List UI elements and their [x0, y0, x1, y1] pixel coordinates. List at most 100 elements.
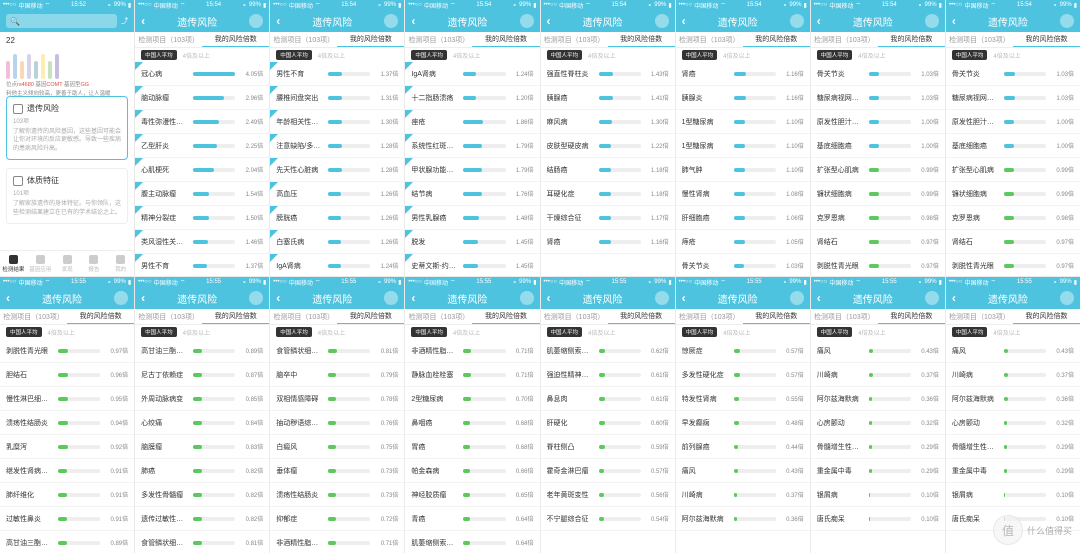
list-item[interactable]: 脱发 1.45倍: [405, 230, 539, 254]
list-item[interactable]: 结节病 1.76倍: [405, 182, 539, 206]
list-item[interactable]: 痛风 0.43倍: [946, 339, 1080, 363]
tab-risk[interactable]: 我的风险倍数: [472, 309, 539, 324]
list-item[interactable]: 重金属中毒 0.29倍: [811, 459, 945, 483]
list-item[interactable]: 克罗恩病 0.98倍: [811, 206, 945, 230]
avatar[interactable]: [114, 291, 128, 305]
list-item[interactable]: 乳糜泻 0.92倍: [0, 435, 134, 459]
filter-opt[interactable]: 4倍及以上: [48, 328, 75, 337]
list-item[interactable]: 注意缺陷/多动障碍 1.28倍: [270, 134, 404, 158]
list-item[interactable]: 骨关节炎 1.03倍: [946, 62, 1080, 86]
list-item[interactable]: 鼻息肉 0.61倍: [541, 387, 675, 411]
list-item[interactable]: 骨髓增生性肿瘤 0.29倍: [811, 435, 945, 459]
tab-detect[interactable]: 检测项目（103项）: [541, 309, 608, 324]
list-item[interactable]: 尼古丁依赖症 0.87倍: [135, 363, 269, 387]
list-item[interactable]: 阿尔兹海默病 0.36倍: [676, 507, 810, 531]
filter-opt[interactable]: 4倍及以上: [858, 328, 885, 337]
list-item[interactable]: 干燥综合征 1.17倍: [541, 206, 675, 230]
list-item[interactable]: 唐氏痴呆 0.10倍: [811, 507, 945, 531]
list-item[interactable]: 膀胱癌 1.26倍: [270, 206, 404, 230]
tab-detect[interactable]: 检测项目（103项）: [541, 32, 608, 47]
back-icon[interactable]: ‹: [411, 14, 415, 28]
tab-risk[interactable]: 我的风险倍数: [743, 32, 810, 47]
filter-chip[interactable]: 中国人平均: [817, 50, 853, 60]
filter-chip[interactable]: 中国人平均: [952, 50, 988, 60]
list-item[interactable]: 精神分裂症 1.50倍: [135, 206, 269, 230]
list-item[interactable]: 白癜风 0.75倍: [270, 435, 404, 459]
list-item[interactable]: 银屑病 0.10倍: [946, 483, 1080, 507]
list-item[interactable]: 溃疡性结肠炎 0.73倍: [270, 483, 404, 507]
list-item[interactable]: 男性乳腺癌 1.48倍: [405, 206, 539, 230]
list-item[interactable]: 惊厥症 0.57倍: [676, 339, 810, 363]
filter-chip[interactable]: 中国人平均: [141, 327, 177, 337]
list-item[interactable]: 多发性骨髓瘤 0.82倍: [135, 483, 269, 507]
back-icon[interactable]: ‹: [952, 291, 956, 305]
avatar[interactable]: [1060, 291, 1074, 305]
list-item[interactable]: 高甘油三酯血症 0.89倍: [135, 339, 269, 363]
list-item[interactable]: 原发性胆汁性肝硬化 1.00倍: [946, 110, 1080, 134]
list-item[interactable]: 非酒精性脂肪肝 0.71倍: [405, 339, 539, 363]
list-item[interactable]: 肺癌 0.82倍: [135, 459, 269, 483]
list-item[interactable]: 帕金森病 0.66倍: [405, 459, 539, 483]
list-item[interactable]: 慢性淋巴细胞白血病 0.95倍: [0, 387, 134, 411]
feature-card[interactable]: 遗传风险 103项 了解你遗传的风险基因，这些基因可能会让你对环境的反应更敏感。…: [6, 96, 128, 160]
back-icon[interactable]: ‹: [141, 291, 145, 305]
list-item[interactable]: 霍奇金淋巴瘤 0.57倍: [541, 459, 675, 483]
list-item[interactable]: 胆结石 0.96倍: [0, 363, 134, 387]
list-item[interactable]: 鼻咽癌 0.68倍: [405, 411, 539, 435]
list-item[interactable]: 毒性弥漫性甲状腺肿 2.49倍: [135, 110, 269, 134]
list-item[interactable]: 腹主动脉瘤 1.54倍: [135, 182, 269, 206]
tab-risk[interactable]: 我的风险倍数: [472, 32, 539, 47]
list-item[interactable]: 麻风病 1.30倍: [541, 110, 675, 134]
list-item[interactable]: 肺纤维化 0.91倍: [0, 483, 134, 507]
filter-chip[interactable]: 中国人平均: [276, 327, 312, 337]
filter-opt[interactable]: 4倍及以上: [993, 328, 1020, 337]
list-item[interactable]: 耳硬化症 1.18倍: [541, 182, 675, 206]
tab-risk[interactable]: 我的风险倍数: [337, 32, 404, 47]
list-item[interactable]: 心房颤动 0.32倍: [811, 411, 945, 435]
list-item[interactable]: 系统性红斑狼疮 1.79倍: [405, 134, 539, 158]
list-item[interactable]: 镰状细胞病 0.99倍: [811, 182, 945, 206]
list-item[interactable]: 痔疮 1.05倍: [676, 230, 810, 254]
filter-opt[interactable]: 4倍及以上: [993, 51, 1020, 60]
tab-detect[interactable]: 检测项目（103项）: [405, 309, 472, 324]
list-item[interactable]: 痤疮 1.86倍: [405, 110, 539, 134]
list-item[interactable]: 阿尔兹海默病 0.36倍: [946, 387, 1080, 411]
filter-opt[interactable]: 4倍及以上: [588, 51, 615, 60]
tab-detect[interactable]: 检测项目（103项）: [135, 309, 202, 324]
tab-risk[interactable]: 我的风险倍数: [337, 309, 404, 324]
avatar[interactable]: [520, 14, 534, 28]
nav-item[interactable]: 我的: [107, 251, 134, 276]
list-item[interactable]: 先天性心脏病 1.28倍: [270, 158, 404, 182]
list-item[interactable]: 十二指肠溃疡 1.20倍: [405, 86, 539, 110]
list-item[interactable]: 抑郁症 0.72倍: [270, 507, 404, 531]
list-item[interactable]: 前列腺癌 0.44倍: [676, 435, 810, 459]
tab-detect[interactable]: 检测项目（103项）: [676, 32, 743, 47]
feature-card[interactable]: 体质特征 101项 了解家族遗传的身体特征。与你领队，这些检测结果建立在已有的学…: [6, 168, 128, 224]
avatar[interactable]: [520, 291, 534, 305]
list-item[interactable]: 银屑病 0.10倍: [811, 483, 945, 507]
filter-chip[interactable]: 中国人平均: [817, 327, 853, 337]
filter-chip[interactable]: 中国人平均: [547, 327, 583, 337]
list-item[interactable]: 结肠癌 1.18倍: [541, 158, 675, 182]
filter-opt[interactable]: 4倍及以上: [183, 51, 210, 60]
list-item[interactable]: 肾结石 0.97倍: [946, 230, 1080, 254]
nav-item[interactable]: 基因应用: [27, 251, 54, 276]
filter-chip[interactable]: 中国人平均: [141, 50, 177, 60]
list-item[interactable]: 强迫性精神障碍 0.61倍: [541, 363, 675, 387]
filter-chip[interactable]: 中国人平均: [411, 50, 447, 60]
avatar[interactable]: [384, 291, 398, 305]
nav-item[interactable]: 检测结果: [0, 251, 27, 276]
filter-opt[interactable]: 4倍及以上: [183, 328, 210, 337]
list-item[interactable]: 甲状腺功能减退症 1.79倍: [405, 158, 539, 182]
list-item[interactable]: 脑膜瘤 0.83倍: [135, 435, 269, 459]
list-item[interactable]: 镰状细胞病 0.99倍: [946, 182, 1080, 206]
avatar[interactable]: [925, 291, 939, 305]
list-item[interactable]: 慢性肾病 1.08倍: [676, 182, 810, 206]
filter-chip[interactable]: 中国人平均: [682, 327, 718, 337]
nav-item[interactable]: 发现: [54, 251, 81, 276]
list-item[interactable]: 多发性硬化症 0.57倍: [676, 363, 810, 387]
back-icon[interactable]: ‹: [276, 14, 280, 28]
list-item[interactable]: 遗传过敏性皮炎 0.82倍: [135, 507, 269, 531]
list-item[interactable]: 静脉血栓栓塞 0.71倍: [405, 363, 539, 387]
list-item[interactable]: 骨关节炎 1.03倍: [676, 254, 810, 276]
